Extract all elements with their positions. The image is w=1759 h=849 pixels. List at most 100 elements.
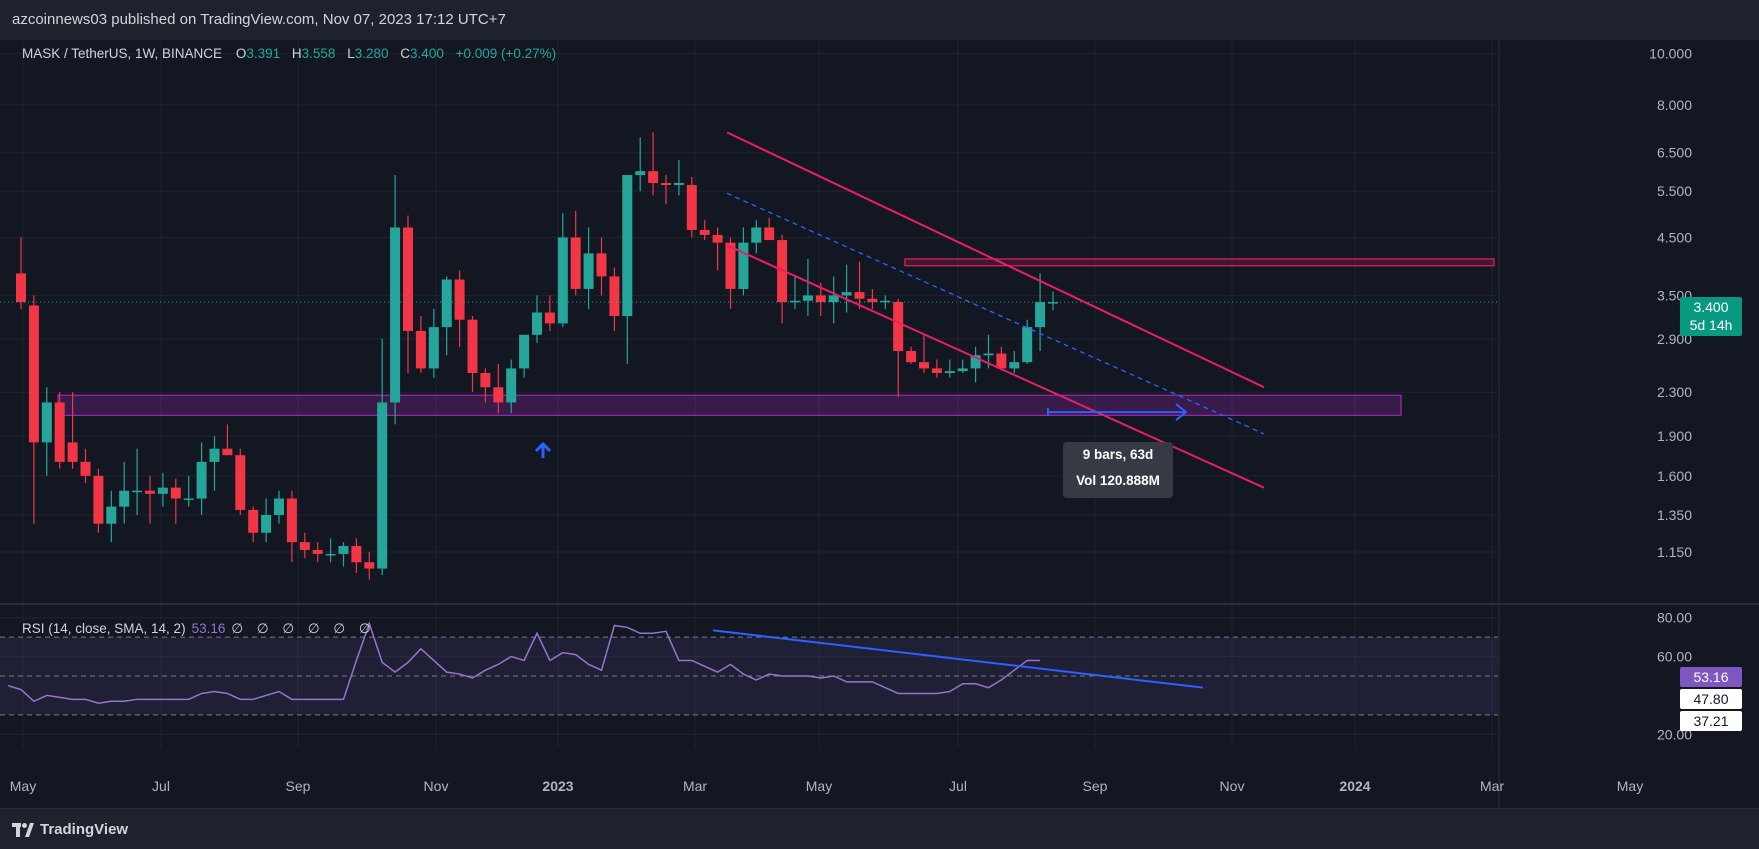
candle — [286, 490, 297, 563]
candle-body — [415, 330, 426, 369]
rsi-sma-tag: 47.80 — [1680, 689, 1742, 709]
candle — [622, 175, 633, 364]
candle — [299, 532, 310, 559]
candle-body — [815, 295, 826, 303]
candle — [880, 295, 891, 309]
channel-mid-line[interactable] — [726, 192, 1265, 435]
price-tick-label: 1.150 — [1657, 544, 1692, 560]
candle — [364, 551, 375, 580]
measure-volume: Vol 120.888M — [1076, 473, 1160, 488]
price-tick-label: 1.900 — [1657, 428, 1692, 444]
candle-body — [957, 368, 968, 372]
candle-body — [338, 546, 349, 554]
candle-body — [635, 171, 646, 176]
candle-body — [183, 498, 194, 501]
candle — [635, 137, 646, 192]
candle-body — [622, 175, 633, 317]
candle — [196, 442, 207, 516]
candle — [377, 338, 388, 576]
resistance-zone[interactable] — [904, 258, 1495, 267]
up-arrow-head — [534, 441, 552, 453]
candle-body — [132, 490, 143, 493]
candle — [454, 270, 465, 347]
candle-body — [996, 353, 1007, 369]
candle-body — [544, 312, 555, 324]
rsi-legend: RSI (14, close, SMA, 14, 2) 53.16 ∅ ∅ ∅ ∅ … — [22, 621, 376, 637]
candle-body — [222, 448, 233, 456]
candle — [132, 448, 143, 516]
candle — [170, 478, 181, 524]
tradingview-logo-icon — [12, 822, 34, 837]
candle-body — [80, 461, 91, 476]
price-tick-label: 5.500 — [1657, 183, 1692, 199]
measure-arrow-head — [1175, 403, 1188, 421]
candle — [557, 213, 568, 328]
candle-body — [673, 182, 684, 186]
candle — [415, 316, 426, 373]
tradingview-logo[interactable]: TradingView — [12, 821, 128, 838]
candle-body — [248, 509, 259, 533]
rsi-value-tag: 53.16 — [1680, 667, 1742, 687]
candle — [532, 295, 542, 343]
candle — [596, 237, 607, 296]
candle — [1048, 291, 1058, 311]
candle — [106, 490, 117, 543]
candle — [222, 424, 233, 456]
time-tick-label: May — [1617, 778, 1643, 794]
footer: TradingView — [0, 808, 1759, 849]
candle-body — [467, 319, 478, 373]
time-tick-label: 2024 — [1339, 778, 1370, 794]
candle — [931, 359, 942, 378]
price-tick-label: 4.500 — [1657, 229, 1692, 245]
candle — [248, 506, 259, 543]
candle-body — [28, 305, 39, 443]
symbol-label[interactable]: MASK / TetherUS, 1W, BINANCE — [22, 46, 223, 61]
candle — [828, 276, 839, 324]
candle-body — [364, 562, 375, 569]
candle — [699, 220, 710, 241]
candle-body — [686, 185, 697, 230]
rsi-trendline[interactable] — [712, 629, 1204, 689]
candle-body — [16, 273, 26, 303]
time-tick-label: 2023 — [542, 778, 573, 794]
high-label: H — [291, 46, 302, 61]
channel-lower-line[interactable] — [726, 244, 1265, 489]
candle — [919, 334, 929, 373]
candle — [480, 368, 491, 403]
candle — [209, 436, 220, 491]
candle — [390, 175, 401, 425]
price-tick-label: 10.000 — [1649, 45, 1692, 61]
candle — [41, 387, 52, 476]
channel-upper-line[interactable] — [726, 131, 1265, 389]
candle — [712, 227, 723, 271]
candle-body — [157, 487, 168, 494]
candle-body — [261, 515, 272, 533]
candle — [802, 258, 813, 317]
candle-body — [312, 549, 323, 554]
high-value: 3.558 — [301, 46, 336, 61]
candle — [493, 363, 504, 414]
candle-body — [1048, 302, 1058, 304]
candle-body — [712, 234, 723, 243]
candle — [854, 261, 865, 309]
candle — [338, 542, 349, 567]
candle — [441, 276, 452, 356]
chart-area[interactable]: 10.0008.0006.5005.5004.5003.5002.9002.30… — [0, 40, 1759, 808]
candle — [751, 220, 762, 254]
candle — [686, 177, 697, 238]
candle-body — [454, 279, 465, 320]
candle — [54, 392, 65, 469]
rsi-label[interactable]: RSI (14, close, SMA, 14, 2) — [22, 621, 186, 636]
ohlc-legend: MASK / TetherUS, 1W, BINANCE O3.391 H3.5… — [22, 46, 564, 61]
candle-body — [828, 295, 839, 303]
candle — [519, 334, 530, 378]
candle — [80, 448, 91, 484]
tradingview-brand: TradingView — [40, 821, 129, 838]
candle-body — [403, 227, 413, 331]
candle-body — [299, 542, 310, 550]
price-tick-label: 1.600 — [1657, 468, 1692, 484]
candle-body — [983, 353, 994, 356]
candle-body — [441, 279, 452, 328]
candle-body — [480, 372, 491, 388]
rsi-line — [7, 621, 1041, 704]
